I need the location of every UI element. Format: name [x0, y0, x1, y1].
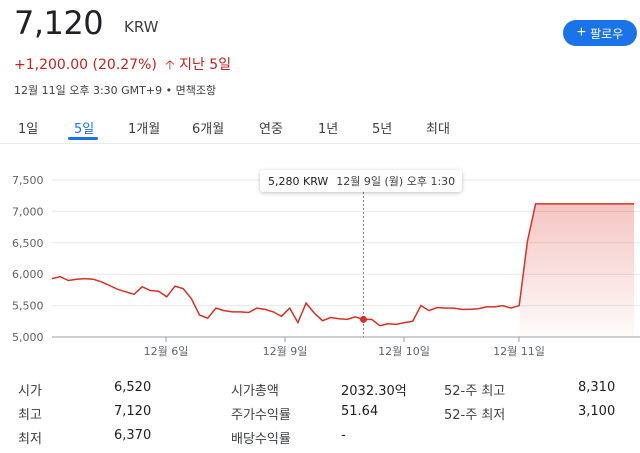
x-tick-label: 12월 11일 — [493, 344, 545, 358]
stat-market-cap-value: 2032.30억 — [341, 384, 407, 399]
stat-open-value: 6,520 — [114, 380, 152, 395]
chart-tooltip: 5,280 KRW 12월 9일 (월) 오후 1:30 — [260, 170, 462, 192]
tab-max[interactable]: 최대 — [426, 122, 450, 137]
stat-low-label: 최저 — [18, 432, 42, 447]
y-tick-label: 7,500 — [12, 174, 44, 187]
price-change-period: 지난 5일 — [179, 57, 232, 73]
x-tick-label: 12월 10일 — [378, 344, 430, 358]
range-tabs: 1일 5일 1개월 6개월 연중 1년 5년 최대 — [0, 112, 640, 140]
follow-button[interactable]: + 팔로우 — [563, 20, 637, 46]
stat-pe-label: 주가수익률 — [231, 408, 291, 423]
plus-icon: + — [576, 24, 587, 41]
tab-6m[interactable]: 6개월 — [192, 122, 225, 137]
tab-1d[interactable]: 1일 — [18, 122, 39, 137]
stat-open-label: 시가 — [18, 384, 42, 399]
price-area — [519, 203, 634, 337]
stat-market-cap-label: 시가총액 — [231, 384, 279, 399]
y-tick-label: 6,000 — [12, 268, 44, 281]
y-tick-label: 6,500 — [12, 237, 44, 250]
stat-52w-low-label: 52-주 최저 — [444, 408, 506, 423]
stat-52w-high-label: 52-주 최고 — [444, 384, 506, 399]
stat-pe-value: 51.64 — [341, 404, 379, 419]
tooltip-price: 5,280 KRW — [268, 174, 329, 188]
tab-5d[interactable]: 5일 — [74, 122, 95, 137]
stat-52w-low-value: 3,100 — [578, 404, 616, 419]
stat-high-label: 최고 — [18, 408, 42, 423]
follow-button-label: 팔로우 — [590, 26, 624, 41]
stat-dividend-value: - — [341, 428, 346, 443]
tab-1y[interactable]: 1년 — [318, 122, 339, 137]
tab-ytd[interactable]: 연중 — [259, 122, 283, 137]
price-change: +1,200.00 (20.27%) 🡡 지난 5일 — [14, 54, 231, 78]
currency-label: KRW — [124, 18, 159, 36]
x-tick-label: 12월 9일 — [263, 344, 308, 358]
active-tab-indicator — [68, 137, 98, 140]
x-tick-label: 12월 6일 — [144, 344, 189, 358]
tab-5y[interactable]: 5년 — [372, 122, 393, 137]
tab-1m[interactable]: 1개월 — [128, 122, 161, 137]
current-price: 7,120 — [14, 4, 104, 42]
quote-meta: 12월 11일 오후 3:30 GMT+9 • 면책조항 — [14, 84, 217, 97]
stat-52w-high-value: 8,310 — [578, 380, 616, 395]
y-tick-label: 5,500 — [12, 300, 44, 313]
stat-high-value: 7,120 — [114, 404, 152, 419]
stat-dividend-label: 배당수익률 — [231, 432, 291, 447]
arrow-up-icon: 🡡 — [165, 58, 175, 73]
price-chart[interactable]: 7,500 7,000 6,500 6,000 5,500 5,000 12월 6일 12월… — [0, 145, 640, 370]
hover-point — [359, 315, 367, 323]
y-tick-label: 7,000 — [12, 205, 44, 218]
y-tick-label: 5,000 — [12, 331, 44, 344]
tabs-divider — [0, 143, 640, 144]
price-line — [51, 203, 634, 327]
stat-low-value: 6,370 — [114, 428, 152, 443]
price-change-value: +1,200.00 (20.27%) — [14, 57, 157, 73]
tooltip-date: 12월 9일 (월) 오후 1:30 — [336, 175, 456, 188]
